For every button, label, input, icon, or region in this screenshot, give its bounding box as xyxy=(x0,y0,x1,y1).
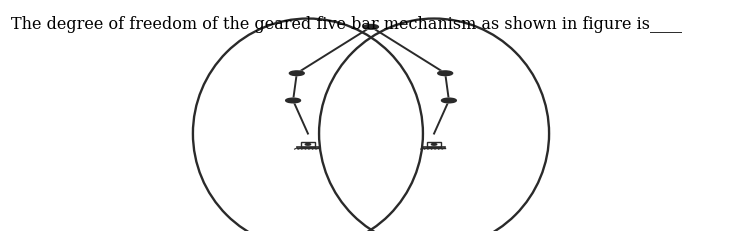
Circle shape xyxy=(364,25,378,30)
Bar xyxy=(427,142,441,147)
Circle shape xyxy=(438,72,453,76)
Circle shape xyxy=(289,72,304,76)
Text: The degree of freedom of the geared five bar mechanism as shown in figure is____: The degree of freedom of the geared five… xyxy=(11,16,682,33)
Circle shape xyxy=(305,144,311,146)
Circle shape xyxy=(431,144,437,146)
Circle shape xyxy=(286,99,301,103)
Circle shape xyxy=(441,99,456,103)
Circle shape xyxy=(286,99,301,103)
Circle shape xyxy=(441,99,456,103)
Bar xyxy=(301,142,315,147)
Circle shape xyxy=(289,72,304,76)
Circle shape xyxy=(438,72,453,76)
Circle shape xyxy=(364,25,378,30)
